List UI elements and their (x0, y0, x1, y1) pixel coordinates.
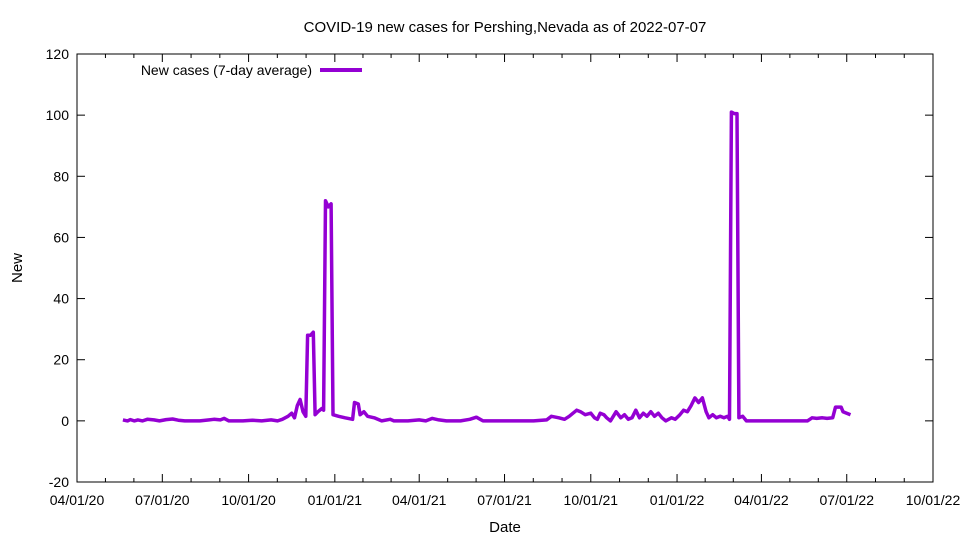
x-tick-label: 10/01/22 (906, 492, 960, 508)
y-tick-label: 80 (53, 168, 69, 184)
y-tick-label: 0 (61, 413, 69, 429)
legend: New cases (7-day average) (141, 62, 362, 78)
x-tick-label: 07/01/20 (135, 492, 190, 508)
plot-border (76, 53, 934, 483)
x-tick-label: 04/01/22 (734, 492, 789, 508)
x-tick-label: 01/01/22 (650, 492, 705, 508)
x-tick-label: 01/01/21 (308, 492, 363, 508)
y-tick-label: 20 (53, 352, 69, 368)
x-tick-label: 04/01/21 (392, 492, 447, 508)
x-axis-label: Date (489, 519, 521, 536)
y-tick-label: 100 (46, 107, 70, 123)
y-tick-label: 60 (53, 229, 69, 245)
x-axis: 04/01/20 07/01/20 10/01/20 01/01/21 04/01/21… (50, 54, 960, 508)
x-tick-label: 07/01/22 (819, 492, 874, 508)
y-tick-label: -20 (49, 474, 69, 490)
legend-label: New cases (7-day average) (141, 62, 312, 78)
series-line-0 (122, 110, 852, 423)
x-tick-label: 07/01/21 (477, 492, 532, 508)
x-tick-label: 10/01/21 (564, 492, 619, 508)
y-axis-label: New (9, 253, 26, 283)
y-tick-label: 120 (46, 46, 70, 62)
x-tick-label: 10/01/20 (221, 492, 276, 508)
chart-title: COVID-19 new cases for Pershing,Nevada a… (304, 19, 707, 36)
x-tick-label: 04/01/20 (50, 492, 105, 508)
y-tick-label: 40 (53, 291, 69, 307)
plot-frame (76, 53, 934, 483)
y-axis: -20 0 20 40 60 80 100 120 (46, 46, 933, 490)
series-layer (122, 110, 852, 423)
